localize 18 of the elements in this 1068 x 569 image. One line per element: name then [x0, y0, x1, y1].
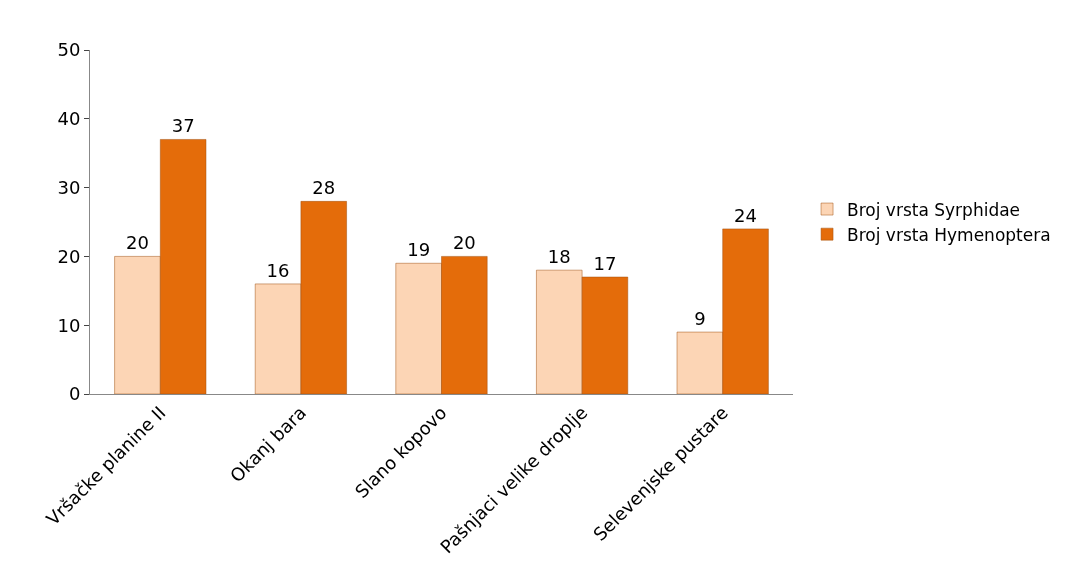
data-label: 9 [694, 308, 706, 330]
data-label: 20 [126, 232, 149, 254]
data-label: 17 [593, 253, 617, 275]
data-label: 18 [547, 246, 571, 268]
y-tick-label: 30 [57, 176, 81, 198]
legend-label: Broj vrsta Syrphidae [847, 199, 1021, 220]
data-label: 24 [734, 204, 757, 226]
data-label: 28 [312, 177, 336, 199]
data-label: 20 [452, 232, 476, 254]
y-tick-label: 0 [68, 383, 81, 405]
y-tick-label: 20 [57, 245, 81, 267]
y-tick-label: 40 [57, 108, 81, 130]
y-tick-label: 10 [57, 314, 81, 336]
data-label: 16 [266, 259, 290, 281]
legend-label: Broj vrsta Hymenoptera [847, 224, 1051, 245]
data-label: 19 [407, 239, 431, 261]
data-label: 37 [171, 115, 195, 137]
y-tick-label: 50 [57, 39, 81, 61]
